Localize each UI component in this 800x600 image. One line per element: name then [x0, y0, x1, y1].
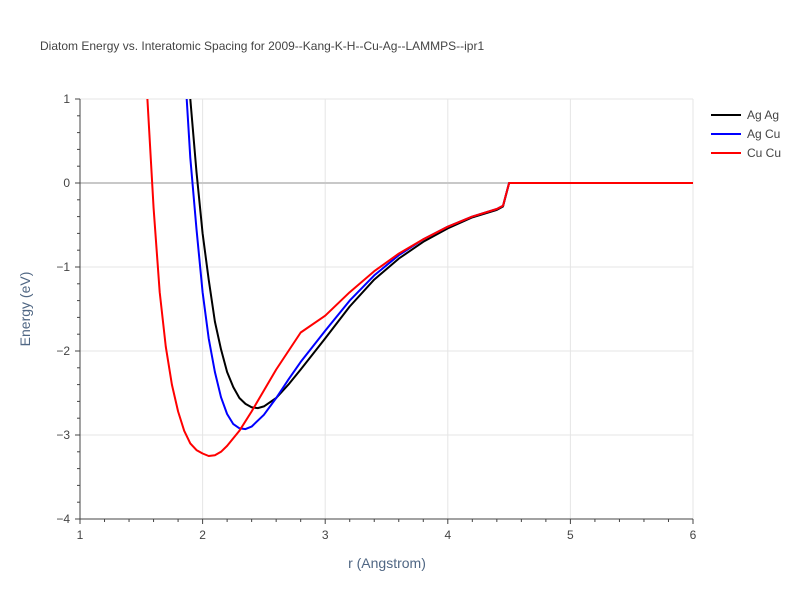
axes [75, 98, 694, 524]
legend-label: Ag Ag [747, 108, 779, 122]
ticks: 1 2 3 4 5 6 1 0 −1 −2 −3 −4 [56, 92, 696, 542]
legend-label: Cu Cu [747, 146, 781, 160]
y-tick-label: −2 [56, 344, 70, 358]
x-tick-label: 1 [77, 528, 84, 542]
chart-title: Diatom Energy vs. Interatomic Spacing fo… [40, 39, 484, 53]
y-axis-title: Energy (eV) [17, 272, 33, 347]
legend-label: Ag Cu [747, 127, 780, 141]
legend-item-ag-cu[interactable]: Ag Cu [711, 127, 780, 141]
x-tick-label: 6 [690, 528, 697, 542]
x-axis-title: r (Angstrom) [348, 555, 426, 571]
y-tick-label: −3 [56, 428, 70, 442]
x-tick-label: 4 [444, 528, 451, 542]
x-tick-label: 3 [322, 528, 329, 542]
y-tick-label: −1 [56, 260, 70, 274]
y-tick-label: 0 [63, 176, 70, 190]
legend-item-cu-cu[interactable]: Cu Cu [711, 146, 781, 160]
x-tick-label: 2 [199, 528, 206, 542]
x-tick-label: 5 [567, 528, 574, 542]
legend-item-ag-ag[interactable]: Ag Ag [711, 108, 779, 122]
series-layer [146, 99, 693, 457]
y-tick-label: −4 [56, 512, 70, 526]
series-line-cu-cu [146, 99, 693, 457]
legend[interactable]: Ag Ag Ag Cu Cu Cu [711, 108, 781, 160]
y-tick-label: 1 [63, 92, 70, 106]
